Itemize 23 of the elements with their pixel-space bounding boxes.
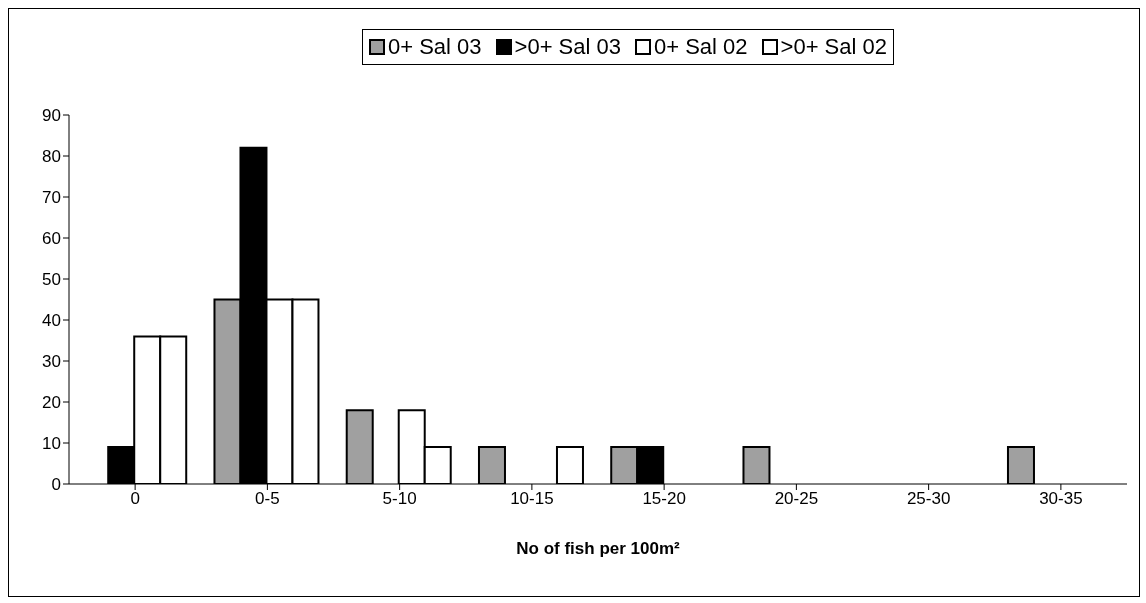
y-tick-label: 50 bbox=[42, 270, 61, 290]
y-tick-label: 60 bbox=[42, 229, 61, 249]
y-tick-label: 30 bbox=[42, 352, 61, 372]
y-tick-label: 40 bbox=[42, 311, 61, 331]
x-tick-label: 15-20 bbox=[642, 489, 686, 509]
legend-label: >0+ Sal 02 bbox=[779, 34, 888, 60]
x-tick-label: 25-30 bbox=[906, 489, 951, 509]
x-tick-label: 5-10 bbox=[382, 489, 417, 509]
x-tick-label: 0 bbox=[130, 489, 140, 509]
y-tick-label: 0 bbox=[51, 475, 61, 495]
x-tick-label: 30-35 bbox=[1039, 489, 1083, 509]
legend-label: 0+ Sal 03 bbox=[387, 34, 482, 60]
x-tick-label: 0-5 bbox=[255, 489, 280, 509]
legend-label: 0+ Sal 02 bbox=[653, 34, 748, 60]
x-tick-label: 20-25 bbox=[774, 489, 819, 509]
x-axis-title: No of fish per 100m² bbox=[516, 539, 681, 558]
y-tick-label: 70 bbox=[42, 188, 61, 208]
y-tick-label: 20 bbox=[42, 393, 61, 413]
x-tick-label: 10-15 bbox=[510, 489, 554, 509]
y-tick-label: 90 bbox=[42, 106, 61, 126]
legend-label: >0+ Sal 03 bbox=[513, 34, 621, 60]
y-tick-label: 10 bbox=[42, 434, 61, 454]
y-tick-label: 80 bbox=[42, 147, 61, 167]
